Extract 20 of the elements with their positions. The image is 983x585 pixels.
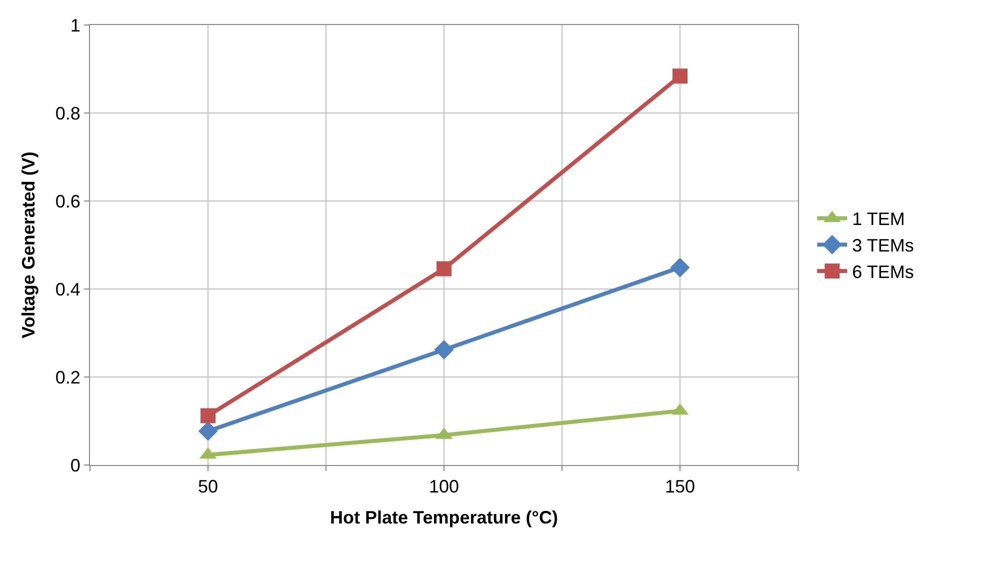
y-tick-label: 0.4 — [55, 279, 80, 300]
point — [670, 258, 690, 278]
y-tick-label: 0.2 — [55, 367, 80, 388]
point — [672, 68, 688, 84]
x-tick-label: 150 — [664, 476, 696, 497]
y-tick-label: 1 — [70, 15, 80, 36]
point — [198, 421, 218, 441]
y-tick-label: 0.8 — [55, 103, 80, 124]
y-axis-title: Voltage Generated (V) — [18, 152, 39, 338]
legend-label: 3 TEMs — [852, 236, 914, 256]
y-tick-label: 0 — [70, 455, 80, 476]
x-axis-title: Hot Plate Temperature (°C) — [330, 508, 558, 528]
x-tick-label: 50 — [198, 476, 218, 497]
y-tick-label: 0.6 — [55, 191, 80, 212]
x-tick-label: 100 — [428, 476, 460, 497]
legend-label: 1 TEM — [852, 209, 905, 230]
legend-label: 6 TEMs — [852, 262, 914, 282]
point — [436, 261, 452, 276]
point — [200, 408, 216, 424]
point — [434, 340, 454, 360]
